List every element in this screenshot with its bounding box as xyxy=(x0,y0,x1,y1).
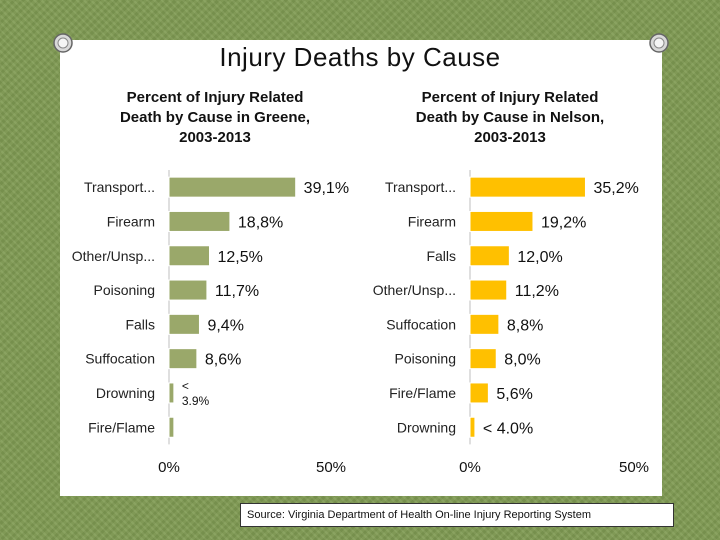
nelson-category-label: Suffocation xyxy=(386,316,456,332)
nelson-category-label: Falls xyxy=(426,248,456,264)
greene-data-label: <3.9% xyxy=(182,379,210,408)
greene-bar xyxy=(168,279,208,301)
nelson-data-label: 8,0% xyxy=(504,352,540,369)
nelson-bar xyxy=(469,279,508,301)
greene-bar xyxy=(168,416,175,438)
nelson-data-label: 19,2% xyxy=(541,214,586,231)
nelson-category-label: Fire/Flame xyxy=(389,385,456,401)
nelson-bar xyxy=(469,382,489,404)
nelson-category-label: Poisoning xyxy=(395,351,457,367)
source-note: Source: Virginia Department of Health On… xyxy=(240,503,674,527)
greene-category-label: Firearm xyxy=(107,213,155,229)
greene-category-label: Falls xyxy=(125,316,155,332)
nelson-bar xyxy=(469,348,497,370)
greene-category-label: Poisoning xyxy=(94,282,156,298)
greene-bar xyxy=(168,382,175,404)
greene-bar xyxy=(168,176,297,198)
nelson-category-label: Transport... xyxy=(385,179,456,195)
nelson-tick-label: 50% xyxy=(619,459,649,476)
greene-data-label: 18,8% xyxy=(238,214,283,231)
greene-category-label: Transport... xyxy=(84,179,155,195)
page-title: Injury Deaths by Cause xyxy=(219,42,501,72)
pushpin-right-icon xyxy=(649,33,669,53)
greene-category-label: Other/Unsp... xyxy=(72,248,155,264)
greene-bar xyxy=(168,210,231,232)
nelson-category-label: Drowning xyxy=(397,419,456,435)
nelson-data-label: 11,2% xyxy=(515,283,559,300)
nelson-chart-title: Percent of Injury Related Death by Cause… xyxy=(415,89,605,146)
greene-data-label: 9,4% xyxy=(207,317,243,334)
nelson-data-label: 8,8% xyxy=(507,317,543,334)
greene-bar xyxy=(168,348,198,370)
nelson-data-label: 5,6% xyxy=(496,386,532,403)
greene-bar xyxy=(168,313,200,335)
greene-category-label: Drowning xyxy=(96,385,155,401)
pushpin-left-icon xyxy=(53,33,73,53)
greene-tick-label: 0% xyxy=(158,459,180,476)
nelson-category-label: Firearm xyxy=(408,213,456,229)
nelson-bar xyxy=(469,416,476,438)
greene-bar xyxy=(168,245,210,267)
greene-data-label: 11,7% xyxy=(215,283,259,300)
nelson-bar xyxy=(469,313,500,335)
greene-category-label: Suffocation xyxy=(85,351,155,367)
nelson-data-label: 12,0% xyxy=(517,249,562,266)
nelson-bar xyxy=(469,245,510,267)
nelson-bar xyxy=(469,176,586,198)
greene-data-label: 12,5% xyxy=(218,249,263,266)
nelson-tick-label: 0% xyxy=(459,459,481,476)
nelson-bar xyxy=(469,210,534,232)
greene-category-label: Fire/Flame xyxy=(88,419,155,435)
nelson-data-label: 35,2% xyxy=(593,180,638,197)
nelson-data-label: < 4.0% xyxy=(483,420,533,437)
greene-tick-label: 50% xyxy=(316,459,346,476)
greene-chart-title: Percent of Injury Related Death by Cause… xyxy=(119,89,311,146)
slide-panel xyxy=(60,40,662,496)
greene-data-label: 8,6% xyxy=(205,352,241,369)
nelson-category-label: Other/Unsp... xyxy=(373,282,456,298)
greene-data-label: 39,1% xyxy=(304,180,349,197)
